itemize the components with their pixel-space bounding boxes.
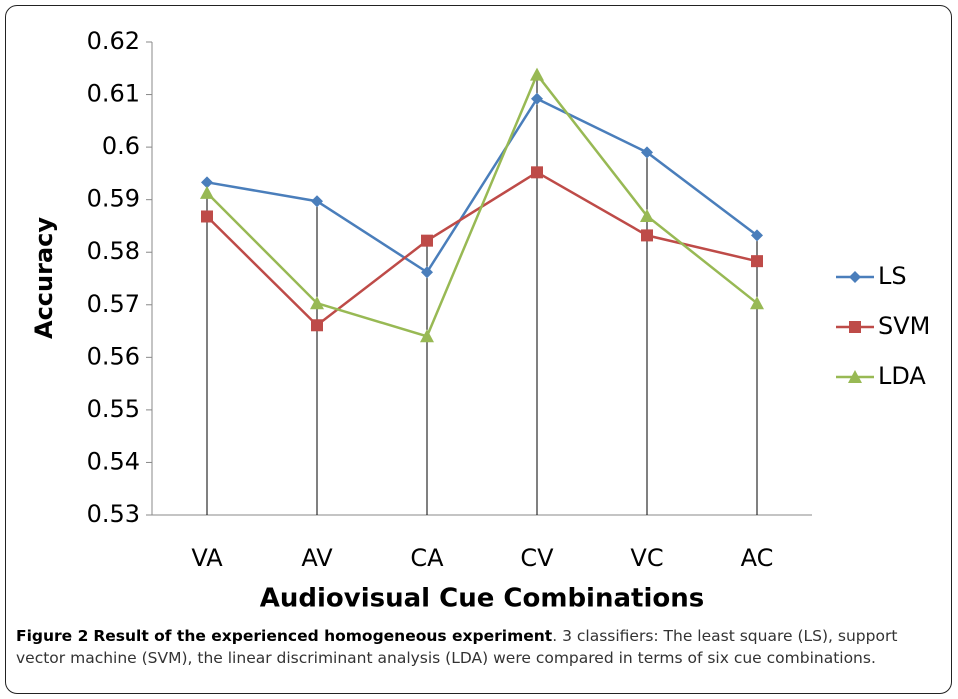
figure-frame bbox=[5, 5, 952, 694]
y-tick-label: 0.57 bbox=[87, 290, 140, 318]
point bbox=[750, 296, 764, 310]
legend-label: LS bbox=[878, 262, 907, 290]
legend-label: SVM bbox=[878, 312, 930, 340]
point bbox=[531, 92, 543, 105]
y-axis-label: Accuracy bbox=[30, 217, 58, 339]
caption-title: Result of the experienced homogeneous ex… bbox=[93, 627, 553, 645]
x-tick-label: AV bbox=[301, 544, 333, 572]
point bbox=[200, 185, 214, 199]
y-tick-label: 0.6 bbox=[102, 132, 140, 160]
caption: Figure 2 Result of the experienced homog… bbox=[16, 625, 940, 669]
y-tick-label: 0.54 bbox=[87, 447, 140, 475]
point bbox=[201, 210, 213, 223]
series-line bbox=[206, 72, 758, 338]
x-tick-label: AC bbox=[741, 544, 774, 572]
x-tick-label: CA bbox=[410, 544, 444, 572]
point bbox=[311, 319, 323, 332]
legend-marker bbox=[849, 271, 861, 283]
legend-marker bbox=[848, 370, 862, 383]
caption-text: . 3 classifiers: The least square (LS), … bbox=[16, 627, 898, 667]
point bbox=[751, 255, 763, 268]
legend-marker bbox=[849, 321, 861, 333]
point bbox=[530, 67, 544, 81]
point bbox=[421, 266, 433, 279]
x-tick-label: VC bbox=[630, 544, 663, 572]
legend-label: LDA bbox=[878, 362, 926, 390]
point bbox=[311, 195, 323, 208]
point bbox=[201, 176, 213, 189]
y-tick-label: 0.53 bbox=[87, 500, 140, 528]
y-tick-label: 0.55 bbox=[87, 395, 140, 423]
x-tick-label: CV bbox=[520, 544, 554, 572]
x-axis-label: Audiovisual Cue Combinations bbox=[260, 584, 704, 614]
point bbox=[641, 146, 653, 159]
x-tick-label: VA bbox=[191, 544, 223, 572]
point bbox=[641, 229, 653, 242]
chart: Accuracy Audiovisual Cue Combinations 0.… bbox=[30, 27, 930, 614]
point bbox=[640, 208, 654, 222]
y-tick-label: 0.58 bbox=[87, 237, 140, 265]
point bbox=[420, 329, 434, 343]
point bbox=[421, 234, 433, 247]
series-line bbox=[206, 97, 758, 274]
y-tick-label: 0.59 bbox=[87, 185, 140, 213]
y-tick-label: 0.62 bbox=[87, 27, 140, 55]
y-tick-label: 0.61 bbox=[87, 80, 140, 108]
caption-label: Figure 2 bbox=[16, 627, 89, 645]
point bbox=[310, 296, 324, 310]
y-tick-label: 0.56 bbox=[87, 342, 140, 370]
point bbox=[531, 166, 543, 179]
point bbox=[751, 229, 763, 242]
